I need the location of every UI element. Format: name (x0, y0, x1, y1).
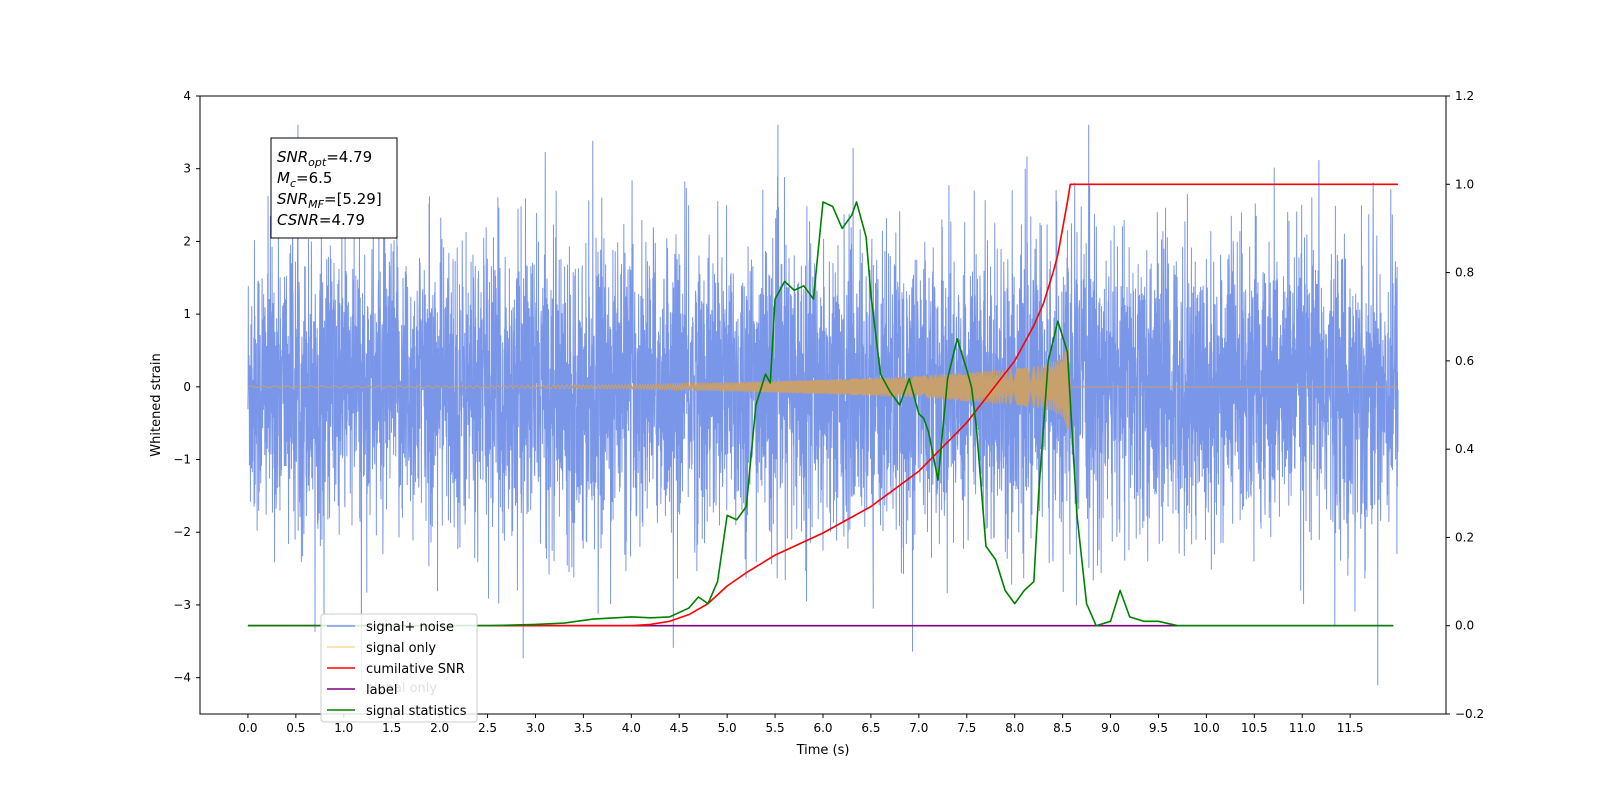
annotation-line: SNRMF=[5.29] (277, 190, 382, 211)
x-tick-label: 2.0 (430, 721, 449, 735)
y-tick-label: −2 (173, 525, 191, 539)
x-tick-label: 9.0 (1101, 721, 1120, 735)
legend-items: signal only signal+ noise signal only cumil… (327, 620, 467, 719)
x-tick-label: 4.0 (622, 721, 641, 735)
x-tick-label: 5.0 (718, 721, 737, 735)
x-tick-label: 6.0 (813, 721, 832, 735)
x-tick-label: 7.5 (957, 721, 976, 735)
x-tick-label: 10.0 (1193, 721, 1220, 735)
annotation-sub: c (290, 177, 296, 190)
annotation-value: =[5.29] (324, 190, 382, 208)
tick-layer: 0.0 0.5 1.0 1.5 2.0 2.5 3.0 3.5 4.0 4.5 5.0 5.5 6.0 6… (173, 89, 1484, 735)
y2-tick-label: 0.2 (1455, 530, 1474, 544)
y2-tick-label: 1.2 (1455, 89, 1474, 103)
x-tick-label: 3.0 (526, 721, 545, 735)
x-tick-label: 9.5 (1149, 721, 1168, 735)
y-tick-label: −4 (173, 671, 191, 685)
x-tick-label: 11.0 (1289, 721, 1316, 735)
x-tick-label: 7.0 (909, 721, 928, 735)
annotation-value: =4.79 (319, 211, 365, 229)
annotation-base: CSNR (277, 211, 319, 229)
annotation-base: SNR (277, 190, 308, 208)
y-tick-label: 2 (183, 234, 191, 248)
annotation-sub: MF (308, 198, 324, 211)
x-tick-label: 8.0 (1005, 721, 1024, 735)
x-tick-label: 3.5 (574, 721, 593, 735)
x-tick-label: 1.5 (382, 721, 401, 735)
series-signal-only-line (247, 348, 1399, 431)
legend-frame (320, 613, 478, 723)
y-tick-label: 4 (183, 89, 191, 103)
y2-tick-label: −0.2 (1455, 707, 1484, 721)
y-tick-label: 0 (183, 380, 191, 394)
legend-entry: label (366, 683, 397, 698)
legend: signal only signal+ noise signal only cumil… (320, 613, 478, 723)
x-axis-label: Time (s) (796, 743, 850, 758)
x-tick-label: 8.5 (1053, 721, 1072, 735)
annotation-value: =6.5 (296, 169, 332, 187)
annotation-frame (270, 137, 398, 239)
annotation-line: Mc=6.5 (277, 169, 332, 190)
y2-tick-label: 0.4 (1455, 442, 1474, 456)
y-tick-label: −1 (173, 453, 191, 467)
legend-entry: signal statistics (366, 704, 467, 719)
x-tick-label: 6.5 (861, 721, 880, 735)
y2-tick-label: 0.6 (1455, 354, 1474, 368)
y2-tick-label: 0.8 (1455, 266, 1474, 280)
annotation-line: CSNR=4.79 (277, 211, 365, 229)
series-cumulative-snr-line (247, 183, 1399, 627)
annotation-sub: opt (308, 156, 327, 169)
annotation-value: =4.79 (326, 148, 372, 166)
y-tick-label: −3 (173, 598, 191, 612)
x-tick-label: 10.5 (1241, 721, 1268, 735)
annotation-line: SNRopt=4.79 (277, 148, 372, 169)
annotation-base: SNR (277, 148, 308, 166)
y-axis-label: Whitened strain (149, 353, 164, 456)
y2-tick-label: 1.0 (1455, 177, 1474, 191)
y-tick-label: 3 (183, 162, 191, 176)
x-tick-label: 5.5 (766, 721, 785, 735)
x-tick-label: 0.0 (238, 721, 257, 735)
y2-tick-label: 0.0 (1455, 619, 1474, 633)
series-signal-noise-line (247, 124, 1399, 686)
legend-entry: signal+ noise (366, 620, 454, 635)
y-tick-label: 1 (183, 307, 191, 321)
series-layer (247, 124, 1399, 686)
legend-hidden-text: signal only (367, 681, 437, 696)
x-tick-label: 4.5 (670, 721, 689, 735)
x-tick-label: 1.0 (334, 721, 353, 735)
legend-entry: cumilative SNR (366, 662, 465, 677)
x-tick-label: 11.5 (1337, 721, 1364, 735)
annotation-base: M (277, 169, 290, 187)
x-tick-label: 2.5 (478, 721, 497, 735)
x-tick-label: 0.5 (286, 721, 305, 735)
legend-entry: signal only (366, 641, 436, 656)
series-signal-statistics-line (247, 201, 1394, 627)
